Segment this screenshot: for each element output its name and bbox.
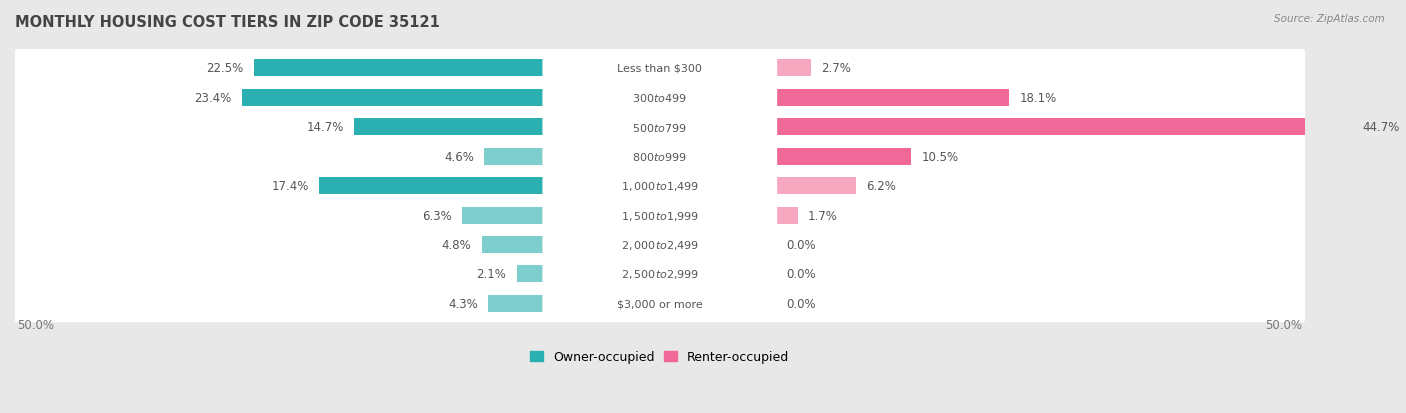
Text: 0.0%: 0.0%	[786, 238, 815, 252]
Text: 0.0%: 0.0%	[786, 297, 815, 310]
Bar	[776, 178, 856, 195]
FancyBboxPatch shape	[14, 138, 1305, 176]
Text: $2,000 to $2,499: $2,000 to $2,499	[620, 238, 699, 252]
Text: 50.0%: 50.0%	[1265, 318, 1302, 331]
FancyBboxPatch shape	[543, 263, 778, 286]
Bar	[488, 295, 544, 312]
Bar	[485, 148, 544, 165]
Text: 50.0%: 50.0%	[18, 318, 55, 331]
Text: 10.5%: 10.5%	[921, 150, 959, 163]
Text: 14.7%: 14.7%	[307, 121, 344, 134]
FancyBboxPatch shape	[543, 57, 778, 80]
Text: 23.4%: 23.4%	[194, 92, 232, 104]
Legend: Owner-occupied, Renter-occupied: Owner-occupied, Renter-occupied	[526, 346, 794, 368]
Bar	[776, 60, 811, 77]
Bar	[354, 119, 544, 136]
Text: $1,500 to $1,999: $1,500 to $1,999	[620, 209, 699, 222]
FancyBboxPatch shape	[543, 204, 778, 227]
Text: 1.7%: 1.7%	[808, 209, 838, 222]
Text: $2,500 to $2,999: $2,500 to $2,999	[620, 268, 699, 281]
FancyBboxPatch shape	[543, 87, 778, 109]
Text: 0.0%: 0.0%	[786, 268, 815, 281]
Bar	[776, 207, 797, 224]
Text: $1,000 to $1,499: $1,000 to $1,499	[620, 180, 699, 192]
Text: $800 to $999: $800 to $999	[633, 151, 688, 163]
FancyBboxPatch shape	[543, 145, 778, 168]
Bar	[253, 60, 544, 77]
FancyBboxPatch shape	[14, 226, 1305, 264]
Text: $3,000 or more: $3,000 or more	[617, 299, 703, 309]
Text: 17.4%: 17.4%	[271, 180, 309, 192]
Text: 22.5%: 22.5%	[207, 62, 243, 75]
FancyBboxPatch shape	[543, 292, 778, 315]
Text: 6.2%: 6.2%	[866, 180, 896, 192]
Text: 2.1%: 2.1%	[477, 268, 506, 281]
Text: $500 to $799: $500 to $799	[633, 121, 688, 133]
Bar	[516, 266, 544, 283]
Text: 2.7%: 2.7%	[821, 62, 851, 75]
Text: 4.8%: 4.8%	[441, 238, 471, 252]
FancyBboxPatch shape	[14, 256, 1305, 293]
Text: Source: ZipAtlas.com: Source: ZipAtlas.com	[1274, 14, 1385, 24]
FancyBboxPatch shape	[14, 109, 1305, 146]
Bar	[482, 236, 544, 254]
Bar	[776, 148, 911, 165]
FancyBboxPatch shape	[14, 79, 1305, 117]
Bar	[776, 119, 1353, 136]
Bar	[776, 90, 1010, 107]
Text: 44.7%: 44.7%	[1362, 121, 1400, 134]
Bar	[319, 178, 544, 195]
FancyBboxPatch shape	[14, 50, 1305, 88]
FancyBboxPatch shape	[543, 233, 778, 256]
FancyBboxPatch shape	[14, 285, 1305, 323]
Bar	[242, 90, 544, 107]
Text: 4.3%: 4.3%	[449, 297, 478, 310]
FancyBboxPatch shape	[14, 167, 1305, 205]
Text: 18.1%: 18.1%	[1019, 92, 1057, 104]
Text: $300 to $499: $300 to $499	[633, 92, 688, 104]
Text: 4.6%: 4.6%	[444, 150, 474, 163]
Text: 6.3%: 6.3%	[422, 209, 453, 222]
Text: Less than $300: Less than $300	[617, 64, 702, 74]
Bar	[463, 207, 544, 224]
FancyBboxPatch shape	[543, 175, 778, 198]
FancyBboxPatch shape	[14, 197, 1305, 234]
Text: MONTHLY HOUSING COST TIERS IN ZIP CODE 35121: MONTHLY HOUSING COST TIERS IN ZIP CODE 3…	[15, 15, 440, 30]
FancyBboxPatch shape	[543, 116, 778, 139]
